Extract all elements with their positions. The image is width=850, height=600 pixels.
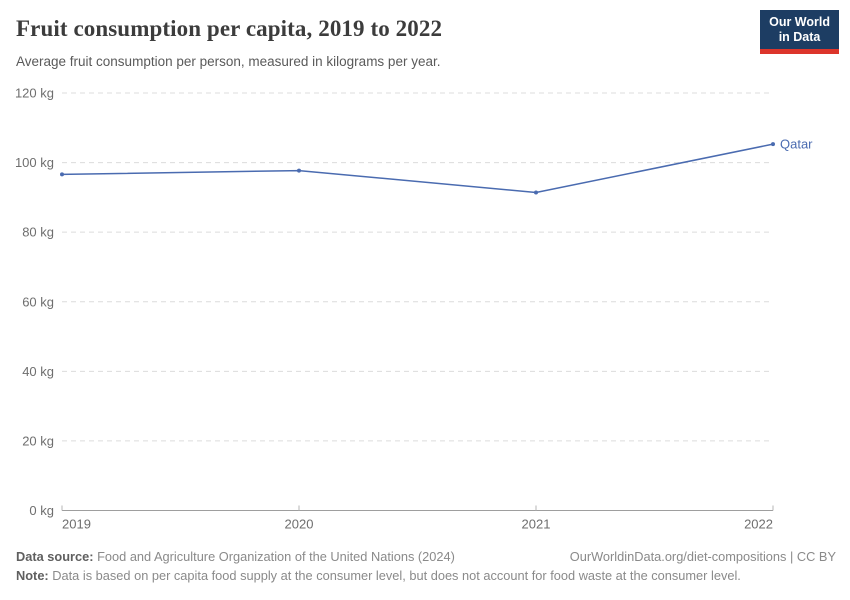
- y-axis-tick-label: 0 kg: [29, 503, 54, 518]
- y-axis-tick-label: 60 kg: [22, 294, 54, 309]
- data-source-label: Data source:: [16, 549, 94, 564]
- note-value: Data is based on per capita food supply …: [52, 568, 741, 583]
- line-chart: 0 kg 20 kg 40 kg 60 kg 80 kg 100 kg 120 kg 2019…: [15, 86, 813, 532]
- data-point: [771, 142, 775, 147]
- series-line: [61, 143, 774, 194]
- x-axis-tick-label: 2020: [285, 517, 314, 532]
- data-source-line: Data source: Food and Agriculture Organi…: [16, 547, 455, 566]
- series-end-label: Qatar: [780, 137, 813, 152]
- chart-subtitle: Average fruit consumption per person, me…: [16, 54, 441, 69]
- y-axis-tick-label: 100 kg: [15, 155, 54, 170]
- x-axis-tick-label: 2019: [62, 517, 91, 532]
- y-axis-tick-label: 20 kg: [22, 433, 54, 448]
- data-point: [60, 172, 64, 177]
- data-point: [534, 190, 538, 195]
- attribution-link[interactable]: OurWorldinData.org/diet-compositions | C…: [569, 549, 836, 564]
- page-title: Fruit consumption per capita, 2019 to 20…: [16, 16, 443, 41]
- owid-logo-line1: Our World: [769, 15, 830, 29]
- owid-logo: Our World in Data: [760, 10, 839, 54]
- chart-footer: Data source: Food and Agriculture Organi…: [16, 547, 836, 585]
- owid-logo-line2: in Data: [778, 30, 821, 44]
- y-axis-tick-label: 80 kg: [22, 225, 54, 240]
- data-point: [297, 168, 301, 173]
- data-source-value: Food and Agriculture Organization of the…: [97, 549, 455, 564]
- note-label: Note:: [16, 568, 49, 583]
- y-axis-tick-label: 120 kg: [15, 86, 54, 101]
- x-axis-tick-label: 2022: [744, 517, 773, 532]
- x-axis-tick-label: 2021: [522, 517, 551, 532]
- y-axis-tick-label: 40 kg: [22, 364, 54, 379]
